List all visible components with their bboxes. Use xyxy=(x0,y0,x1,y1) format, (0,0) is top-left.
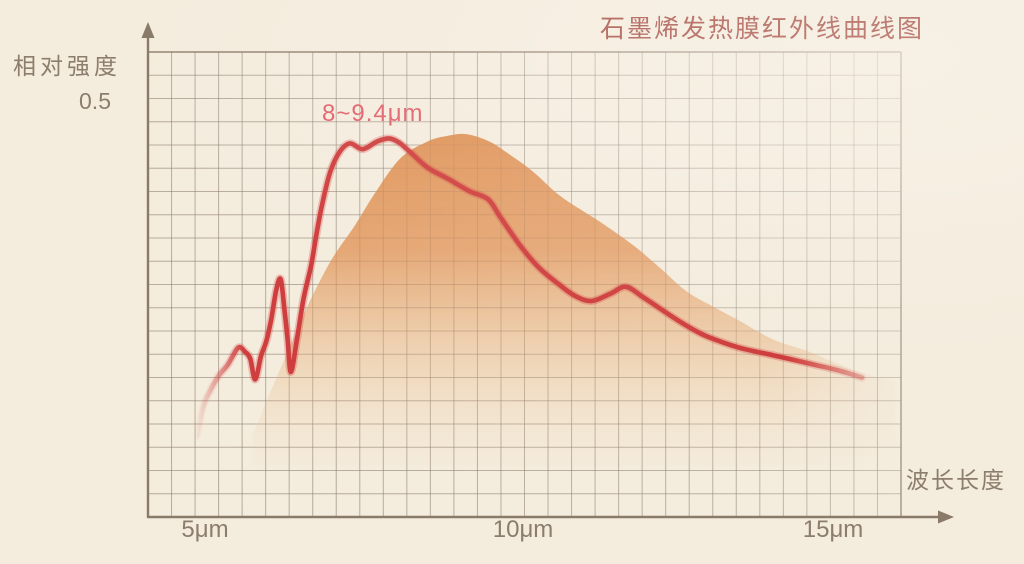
grid-overlay xyxy=(147,51,902,518)
axes xyxy=(146,34,942,519)
x-axis-tick-5um: 5μm xyxy=(181,516,229,543)
peak-range-annotation: 8~9.4μm xyxy=(322,100,424,127)
x-axis-tick-10um: 10μm xyxy=(492,516,554,543)
x-axis-label: 波长长度 xyxy=(906,467,1006,493)
y-axis-arrow-icon xyxy=(141,22,155,38)
y-axis-label: 相对强度 xyxy=(13,53,121,79)
x-axis-arrow-icon xyxy=(938,510,954,524)
infrared-curve xyxy=(194,136,865,439)
chart-title: 石墨烯发热膜红外线曲线图 xyxy=(599,15,924,43)
emission-band-area xyxy=(252,133,896,480)
x-axis-tick-15um: 15μm xyxy=(802,516,864,543)
y-axis-tick-0.5: 0.5 xyxy=(79,88,111,114)
